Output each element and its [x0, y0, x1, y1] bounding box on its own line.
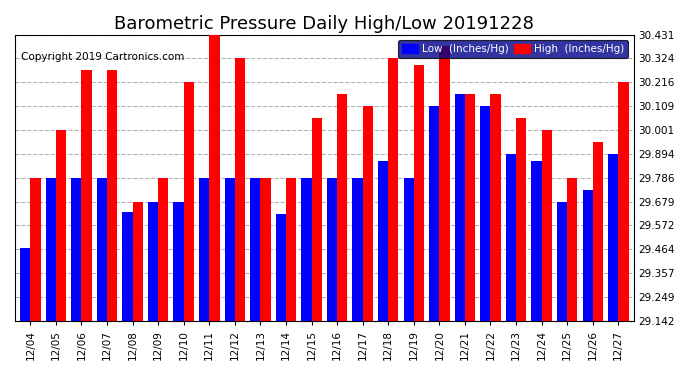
Bar [593, 142, 603, 321]
Bar [542, 130, 552, 321]
Bar [209, 34, 219, 321]
Bar [531, 161, 542, 321]
Bar [132, 202, 143, 321]
Bar [235, 58, 245, 321]
Bar [455, 94, 465, 321]
Bar [225, 178, 235, 321]
Bar [327, 178, 337, 321]
Bar [465, 94, 475, 321]
Bar [286, 178, 296, 321]
Bar [97, 178, 107, 321]
Bar [312, 118, 322, 321]
Bar [302, 178, 312, 321]
Bar [404, 178, 414, 321]
Bar [440, 46, 450, 321]
Bar [148, 202, 158, 321]
Bar [81, 70, 92, 321]
Bar [107, 70, 117, 321]
Bar [337, 94, 347, 321]
Bar [71, 178, 81, 321]
Bar [276, 214, 286, 321]
Bar [173, 202, 184, 321]
Bar [260, 178, 270, 321]
Text: Copyright 2019 Cartronics.com: Copyright 2019 Cartronics.com [21, 52, 184, 62]
Bar [506, 154, 516, 321]
Bar [56, 130, 66, 321]
Bar [363, 106, 373, 321]
Title: Barometric Pressure Daily High/Low 20191228: Barometric Pressure Daily High/Low 20191… [115, 15, 534, 33]
Bar [429, 106, 440, 321]
Bar [567, 178, 578, 321]
Bar [516, 118, 526, 321]
Bar [184, 82, 194, 321]
Bar [158, 178, 168, 321]
Legend: Low  (Inches/Hg), High  (Inches/Hg): Low (Inches/Hg), High (Inches/Hg) [398, 40, 629, 58]
Bar [582, 190, 593, 321]
Bar [20, 248, 30, 321]
Bar [250, 178, 260, 321]
Bar [46, 178, 56, 321]
Bar [388, 58, 398, 321]
Bar [608, 154, 618, 321]
Bar [557, 202, 567, 321]
Bar [414, 65, 424, 321]
Bar [353, 178, 363, 321]
Bar [30, 178, 41, 321]
Bar [618, 82, 629, 321]
Bar [491, 94, 501, 321]
Bar [122, 211, 132, 321]
Bar [199, 178, 209, 321]
Bar [480, 106, 491, 321]
Bar [378, 161, 388, 321]
